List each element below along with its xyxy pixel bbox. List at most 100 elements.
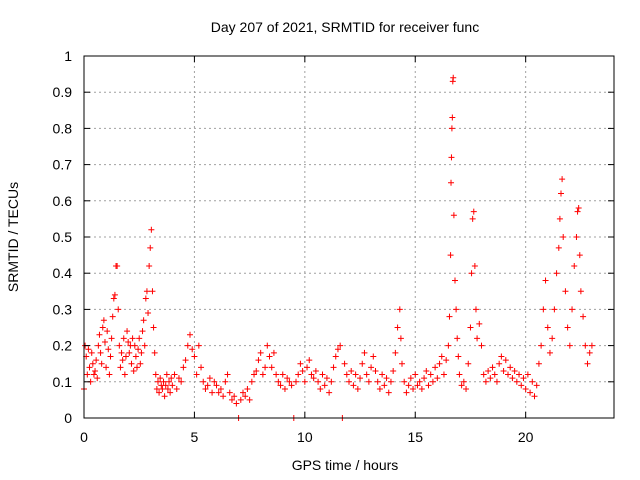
data-point <box>125 338 132 345</box>
data-point <box>237 396 244 403</box>
data-point <box>520 375 527 382</box>
data-point <box>187 331 193 338</box>
data-point <box>279 371 286 378</box>
data-point <box>319 371 326 378</box>
data-point <box>202 386 209 393</box>
data-point <box>255 357 262 364</box>
data-point <box>130 367 137 374</box>
data-point <box>131 342 138 349</box>
data-point <box>106 371 113 378</box>
data-point <box>273 371 280 378</box>
data-point <box>330 364 337 371</box>
data-point <box>143 288 150 295</box>
data-point <box>456 371 463 378</box>
data-point <box>569 306 576 313</box>
data-point <box>103 364 110 371</box>
data-point <box>491 371 498 378</box>
data-point <box>575 205 582 212</box>
data-point <box>522 386 529 393</box>
data-point <box>531 393 538 400</box>
data-point <box>553 270 560 277</box>
data-point <box>116 342 123 349</box>
data-point <box>284 375 291 382</box>
data-point <box>288 382 295 389</box>
data-point <box>465 360 472 367</box>
data-point <box>251 371 258 378</box>
data-point <box>97 349 104 356</box>
data-point <box>518 382 525 389</box>
data-point <box>178 378 185 385</box>
data-point <box>163 371 170 378</box>
data-point <box>448 179 455 186</box>
data-point <box>129 335 136 342</box>
data-point <box>399 360 405 367</box>
data-point <box>147 244 154 251</box>
data-point <box>126 349 133 356</box>
y-tick-label: 1 <box>64 48 72 64</box>
data-point <box>259 371 266 378</box>
data-point <box>527 389 534 396</box>
data-point <box>299 367 306 374</box>
data-point <box>95 342 102 349</box>
data-point <box>493 378 500 385</box>
data-point <box>586 349 593 356</box>
data-point <box>468 270 475 277</box>
data-point <box>304 364 311 371</box>
data-point <box>443 357 450 364</box>
data-point <box>440 371 447 378</box>
data-point <box>157 375 164 382</box>
data-point <box>566 342 573 349</box>
data-point <box>310 375 317 382</box>
x-axis-label: GPS time / hours <box>292 457 399 473</box>
data-point <box>472 306 479 313</box>
data-point <box>281 386 288 393</box>
data-point <box>341 360 348 367</box>
data-point <box>381 382 388 389</box>
data-point <box>584 360 591 367</box>
data-point <box>487 375 494 382</box>
data-point <box>434 375 441 382</box>
data-point <box>352 371 359 378</box>
data-point <box>189 346 196 353</box>
data-point <box>538 342 545 349</box>
data-point <box>576 252 583 259</box>
data-point <box>436 360 443 367</box>
data-point <box>286 378 293 385</box>
data-point <box>167 389 174 396</box>
data-point <box>120 335 127 342</box>
data-point <box>295 371 302 378</box>
x-tick-label: 0 <box>80 429 88 445</box>
data-point <box>500 367 507 374</box>
data-point <box>117 364 124 371</box>
data-point <box>148 226 155 233</box>
data-point <box>164 386 171 393</box>
data-point <box>114 262 121 269</box>
data-point <box>469 215 476 222</box>
data-point <box>372 367 379 374</box>
data-point <box>88 349 95 356</box>
data-point <box>361 349 368 356</box>
data-point <box>84 371 91 378</box>
data-point <box>450 212 457 219</box>
data-point <box>405 382 412 389</box>
data-point <box>159 386 166 393</box>
data-point <box>119 357 126 364</box>
data-point <box>343 371 350 378</box>
data-point <box>317 386 324 393</box>
data-point <box>215 389 222 396</box>
data-point <box>410 386 417 393</box>
data-point <box>474 335 481 342</box>
data-point <box>350 382 357 389</box>
data-point <box>107 353 114 360</box>
data-point <box>446 313 453 320</box>
data-point <box>580 313 587 320</box>
data-point <box>401 378 408 385</box>
data-point <box>122 353 129 360</box>
data-point <box>455 353 462 360</box>
y-tick-label: 0.3 <box>53 301 73 317</box>
data-point <box>206 375 213 382</box>
data-point <box>546 349 553 356</box>
y-tick-label: 0.7 <box>53 157 73 173</box>
data-point <box>478 342 485 349</box>
data-point <box>110 295 117 302</box>
